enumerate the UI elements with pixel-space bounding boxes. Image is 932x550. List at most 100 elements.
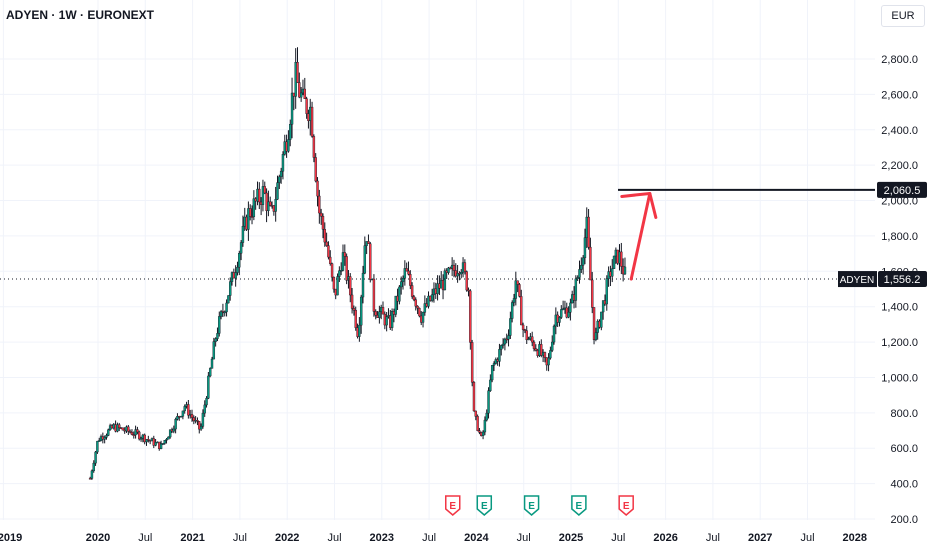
candle-body xyxy=(611,268,614,277)
y-tick-label: 2,200.0 xyxy=(881,160,918,172)
x-tick-label: 2025 xyxy=(559,532,583,544)
candle-body xyxy=(623,266,627,275)
candle-body xyxy=(167,436,170,440)
candle-body xyxy=(443,270,447,291)
candle-body xyxy=(456,273,459,277)
candle-body xyxy=(107,429,110,436)
candle-body xyxy=(323,229,326,243)
candle-body xyxy=(267,201,270,211)
candle-body xyxy=(139,438,143,440)
candle-body xyxy=(449,267,452,270)
y-tick-label: 1,400.0 xyxy=(881,302,918,314)
candle-body xyxy=(509,318,512,336)
trend-arrow xyxy=(629,191,652,281)
candle-body xyxy=(183,406,186,412)
trend-arrow-head xyxy=(620,191,658,219)
candle-body xyxy=(487,390,490,414)
x-tick-label: 2024 xyxy=(464,532,489,544)
candle-body xyxy=(530,336,534,343)
candle-body xyxy=(289,124,292,140)
candle-body xyxy=(263,186,266,194)
candle-body xyxy=(543,352,547,358)
candle-body xyxy=(583,237,587,259)
symbol-badge-label: ADYEN xyxy=(840,275,874,286)
x-tick-label: Jul xyxy=(800,532,814,544)
x-tick-label: Jul xyxy=(517,532,531,544)
earnings-marker xyxy=(476,495,493,516)
candle-body xyxy=(208,368,212,377)
candle-body xyxy=(279,170,283,177)
candle-body xyxy=(525,330,528,341)
candle-body xyxy=(592,307,596,341)
earnings-marker xyxy=(618,495,634,516)
candle-body xyxy=(98,440,101,442)
candle-body xyxy=(318,195,321,214)
candle-body xyxy=(381,307,385,315)
candle-body xyxy=(601,300,605,313)
candle-body xyxy=(490,365,494,381)
level-price-label: 2,060.5 xyxy=(884,185,921,197)
candle-body xyxy=(587,216,590,248)
candle-body xyxy=(312,136,316,158)
candle-body xyxy=(400,281,403,288)
candle-body xyxy=(92,462,95,472)
candle-body xyxy=(385,316,388,326)
candle-body xyxy=(505,338,508,341)
candle-body xyxy=(214,338,217,342)
candle-body xyxy=(227,295,230,304)
candle-body xyxy=(492,363,496,366)
candle-body xyxy=(600,311,603,328)
last-price-badge xyxy=(878,271,927,288)
x-tick-label: 2022 xyxy=(275,532,299,544)
candle-body xyxy=(532,341,536,349)
candle-body xyxy=(90,470,94,479)
candle-body xyxy=(580,264,583,270)
x-tick-label: 2021 xyxy=(180,532,204,544)
candle-body xyxy=(216,333,219,339)
candle-body xyxy=(476,416,479,431)
candle-body xyxy=(352,308,356,311)
candle-body xyxy=(325,241,328,246)
candle-body xyxy=(314,157,317,182)
candle-body xyxy=(290,92,294,125)
candle-body xyxy=(567,312,570,318)
candle-body xyxy=(349,276,352,296)
candle-body xyxy=(88,478,92,480)
candle-body xyxy=(147,439,150,441)
currency-button[interactable]: EUR xyxy=(881,5,925,27)
candle-body xyxy=(127,426,130,432)
candle-body xyxy=(210,358,214,369)
earnings-marker-label: E xyxy=(449,501,456,512)
candle-body xyxy=(236,267,239,273)
y-tick-label: 600.0 xyxy=(890,443,918,455)
candle-body xyxy=(281,154,285,172)
candle-body xyxy=(339,270,343,272)
candle-body xyxy=(130,432,134,435)
candle-body xyxy=(116,424,119,432)
candle-body xyxy=(594,332,598,341)
candle-body xyxy=(534,348,538,351)
x-tick-label: Jul xyxy=(327,532,341,544)
candle-body xyxy=(403,268,407,279)
level-price-badge xyxy=(877,181,927,198)
candle-body xyxy=(278,176,281,183)
candle-body xyxy=(547,357,550,366)
candle-body xyxy=(327,245,330,258)
earnings-marker xyxy=(571,495,587,516)
x-tick-label: 2028 xyxy=(843,532,867,544)
candle-body xyxy=(474,410,477,417)
candle-body xyxy=(523,329,527,331)
symbol-badge xyxy=(838,271,877,288)
candle-body xyxy=(252,198,256,217)
candle-body xyxy=(470,342,474,383)
candle-body xyxy=(452,264,456,271)
candle-body xyxy=(427,295,430,307)
x-tick-label: 2027 xyxy=(748,532,772,544)
candle-body xyxy=(478,430,481,433)
candle-body xyxy=(341,252,345,271)
candle-body xyxy=(516,280,519,285)
candle-body xyxy=(176,416,179,420)
candle-body xyxy=(94,451,97,464)
candle-body xyxy=(401,278,405,282)
